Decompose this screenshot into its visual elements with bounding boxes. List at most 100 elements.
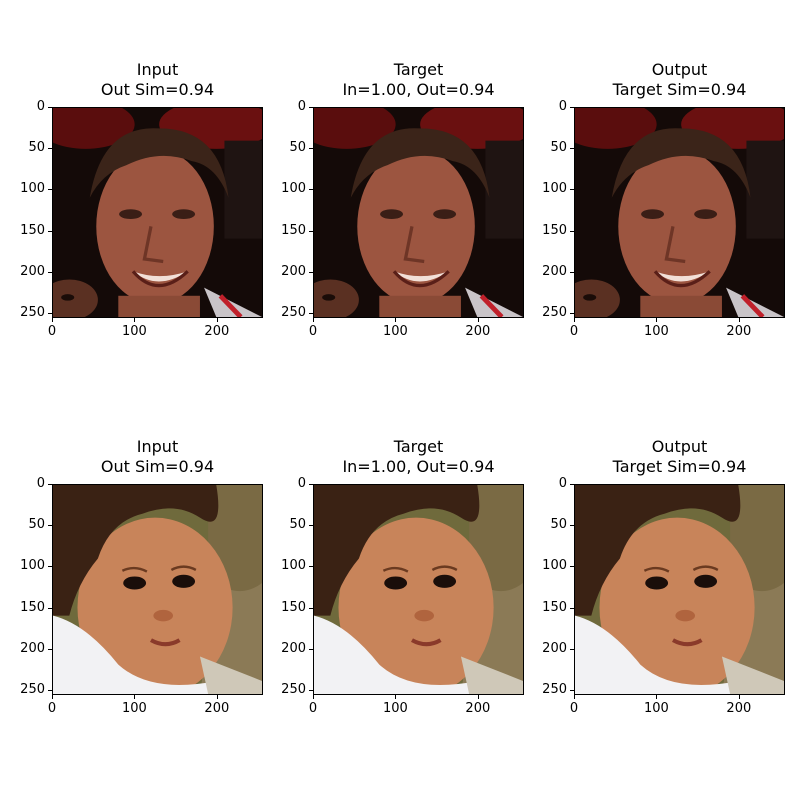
x-tick-label: 200 (204, 701, 230, 716)
y-tick-label: 0 (297, 476, 306, 491)
y-tick-label: 250 (281, 682, 306, 698)
panel-title: Input Out Sim=0.94 (48, 60, 268, 100)
y-tick-mark (309, 148, 313, 150)
y-tick-label: 50 (550, 517, 567, 533)
panel-title-line2: Out Sim=0.94 (100, 457, 215, 476)
x-tick-mark (395, 695, 397, 699)
y-tick-label: 100 (20, 558, 45, 574)
y-tick-label: 50 (289, 517, 306, 533)
y-tick-mark (48, 525, 52, 527)
y-tick-mark (570, 648, 574, 650)
y-tick-label: 200 (20, 263, 45, 279)
y-tick-label: 250 (542, 305, 567, 321)
x-tick-mark (134, 318, 136, 322)
y-tick-label: 150 (542, 599, 567, 615)
y-tick-label: 150 (20, 222, 45, 238)
panel-title-line2: Out Sim=0.94 (100, 80, 215, 99)
panel-title-line2: In=1.00, Out=0.94 (342, 457, 495, 476)
y-tick-label: 200 (542, 640, 567, 656)
y-tick-label: 0 (297, 99, 306, 114)
y-tick-label: 250 (20, 682, 45, 698)
x-tick-label: 100 (122, 324, 147, 339)
y-tick-mark (48, 189, 52, 191)
y-tick-mark (48, 484, 52, 485)
y-tick-mark (309, 607, 313, 609)
y-tick-label: 100 (542, 558, 567, 574)
y-tick-mark (309, 525, 313, 527)
x-tick-label: 200 (726, 324, 752, 339)
y-tick-label: 150 (281, 599, 306, 615)
y-tick-mark (570, 271, 574, 273)
x-tick-mark (134, 695, 136, 699)
x-tick-mark (52, 695, 53, 699)
y-tick-mark (309, 648, 313, 650)
y-tick-mark (570, 230, 574, 232)
y-tick-mark (570, 566, 574, 568)
panel-title: Output Target Sim=0.94 (570, 437, 790, 477)
y-tick-label: 0 (36, 99, 45, 114)
y-tick-mark (570, 313, 574, 315)
x-tick-mark (656, 318, 658, 322)
panel-image (574, 107, 785, 318)
x-tick-label: 0 (308, 701, 318, 716)
x-tick-mark (656, 695, 658, 699)
panel-title: Output Target Sim=0.94 (570, 60, 790, 100)
x-tick-mark (216, 695, 218, 699)
panel-image (313, 107, 524, 318)
y-tick-label: 200 (20, 640, 45, 656)
x-tick-label: 100 (122, 701, 147, 716)
x-tick-mark (313, 695, 314, 699)
x-tick-mark (395, 318, 397, 322)
y-tick-mark (570, 107, 574, 108)
y-tick-mark (309, 566, 313, 568)
y-tick-label: 50 (289, 140, 306, 156)
y-tick-mark (309, 690, 313, 692)
y-tick-mark (309, 107, 313, 108)
x-tick-mark (574, 318, 575, 322)
y-tick-mark (570, 484, 574, 485)
panel-image (574, 484, 785, 695)
y-tick-label: 0 (558, 99, 567, 114)
y-tick-label: 200 (542, 263, 567, 279)
x-tick-label: 100 (383, 324, 408, 339)
y-tick-mark (48, 690, 52, 692)
x-tick-label: 200 (726, 701, 752, 716)
panel-title-line1: Target (393, 60, 444, 79)
y-tick-mark (570, 525, 574, 527)
y-tick-mark (48, 607, 52, 609)
y-tick-mark (48, 148, 52, 150)
y-tick-mark (309, 313, 313, 315)
x-tick-mark (313, 318, 314, 322)
x-tick-mark (52, 318, 53, 322)
y-tick-label: 250 (281, 305, 306, 321)
y-tick-mark (570, 690, 574, 692)
y-tick-label: 50 (550, 140, 567, 156)
x-tick-label: 0 (308, 324, 318, 339)
panel-title-line2: In=1.00, Out=0.94 (342, 80, 495, 99)
y-tick-label: 0 (558, 476, 567, 491)
y-tick-label: 0 (36, 476, 45, 491)
panel-title: Target In=1.00, Out=0.94 (309, 60, 529, 100)
y-tick-mark (570, 189, 574, 191)
panel-image (52, 107, 263, 318)
y-tick-label: 250 (20, 305, 45, 321)
y-tick-label: 150 (20, 599, 45, 615)
x-tick-mark (477, 695, 479, 699)
y-tick-label: 200 (281, 263, 306, 279)
panel-title-line2: Target Sim=0.94 (612, 80, 747, 99)
x-tick-mark (738, 318, 740, 322)
y-tick-mark (48, 107, 52, 108)
x-tick-label: 200 (204, 324, 230, 339)
x-tick-label: 200 (465, 324, 491, 339)
y-tick-label: 50 (28, 517, 45, 533)
y-tick-mark (309, 271, 313, 273)
y-tick-mark (309, 189, 313, 191)
y-tick-mark (570, 148, 574, 150)
x-tick-label: 100 (383, 701, 408, 716)
panel-title-line1: Output (651, 60, 708, 79)
panel-title-line1: Input (136, 437, 179, 456)
y-tick-mark (48, 230, 52, 232)
x-tick-mark (738, 695, 740, 699)
y-tick-label: 100 (281, 181, 306, 197)
